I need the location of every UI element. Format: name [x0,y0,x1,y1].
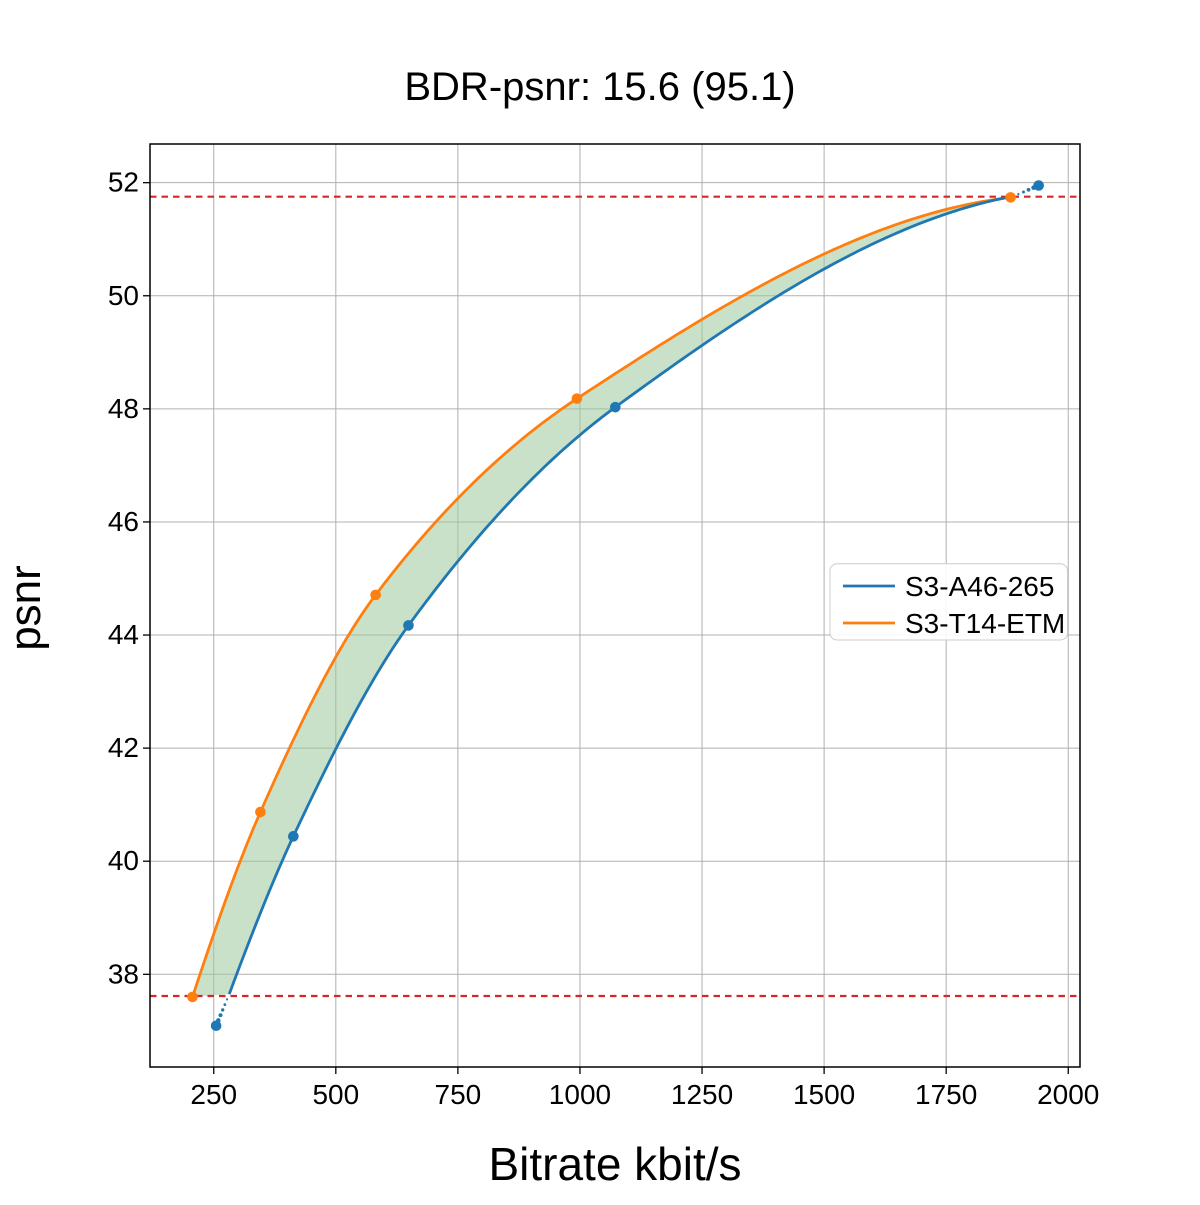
svg-text:42: 42 [108,732,139,763]
svg-text:44: 44 [108,619,139,650]
svg-text:1250: 1250 [671,1079,733,1110]
svg-text:500: 500 [312,1079,359,1110]
svg-text:40: 40 [108,845,139,876]
svg-text:250: 250 [190,1079,237,1110]
svg-text:1750: 1750 [915,1079,977,1110]
svg-text:48: 48 [108,393,139,424]
svg-text:750: 750 [435,1079,482,1110]
svg-text:52: 52 [108,167,139,198]
svg-text:S3-T14-ETM: S3-T14-ETM [905,608,1065,639]
svg-text:psnr: psnr [1,565,50,651]
svg-text:BDR-psnr: 15.6 (95.1): BDR-psnr: 15.6 (95.1) [404,65,795,109]
svg-text:1500: 1500 [793,1079,855,1110]
svg-text:38: 38 [108,958,139,989]
svg-text:50: 50 [108,280,139,311]
svg-text:S3-A46-265: S3-A46-265 [905,571,1054,602]
svg-text:46: 46 [108,506,139,537]
svg-text:2000: 2000 [1037,1079,1099,1110]
svg-text:1000: 1000 [549,1079,611,1110]
svg-text:Bitrate kbit/s: Bitrate kbit/s [488,1138,741,1190]
